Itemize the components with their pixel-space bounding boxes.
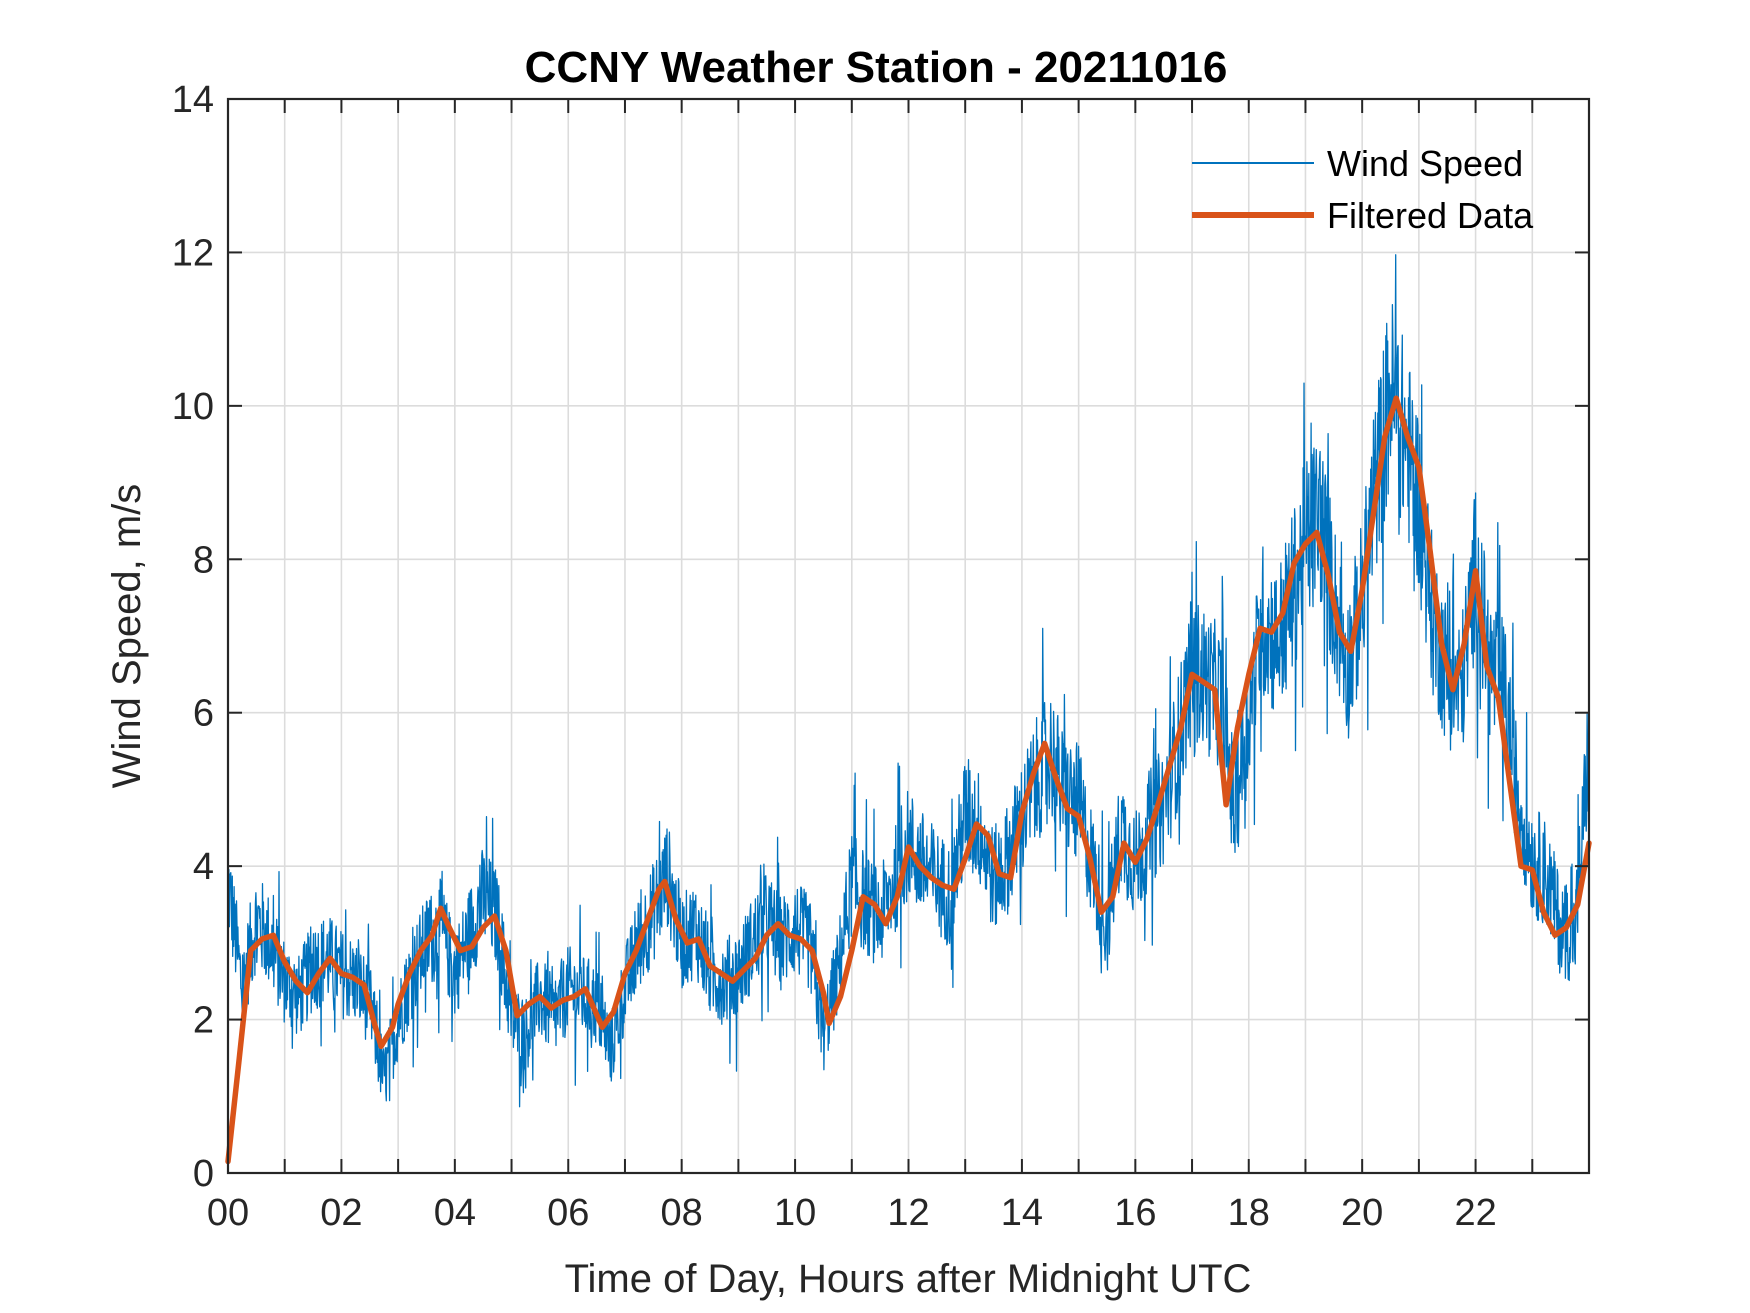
y-tick-label: 8 — [193, 539, 214, 581]
x-tick-label: 12 — [887, 1192, 929, 1234]
y-tick-label: 0 — [193, 1153, 214, 1195]
x-tick-labels: 00 02 04 06 08 10 12 14 16 18 20 22 — [207, 1192, 1497, 1234]
x-tick-label: 00 — [207, 1192, 249, 1234]
axis-ticks — [227, 98, 1590, 1174]
y-tick-label: 12 — [172, 232, 214, 274]
y-tick-label: 14 — [172, 79, 214, 121]
x-tick-label: 22 — [1454, 1192, 1496, 1234]
y-tick-label: 2 — [193, 1000, 214, 1042]
chart-title: CCNY Weather Station - 20211016 — [525, 43, 1228, 92]
series-layer — [225, 254, 1592, 1165]
x-tick-label: 20 — [1341, 1192, 1383, 1234]
x-tick-label: 04 — [434, 1192, 476, 1234]
x-axis-label: Time of Day, Hours after Midnight UTC — [565, 1257, 1252, 1301]
grid-lines — [228, 99, 1589, 1173]
y-tick-label: 10 — [172, 386, 214, 428]
x-tick-label: 16 — [1114, 1192, 1156, 1234]
x-tick-label: 14 — [1001, 1192, 1043, 1234]
legend-label-wind-speed: Wind Speed — [1327, 143, 1523, 184]
x-tick-label: 02 — [320, 1192, 362, 1234]
x-tick-label: 10 — [774, 1192, 816, 1234]
legend-label-filtered-data: Filtered Data — [1327, 195, 1534, 236]
y-tick-labels: 0 2 4 6 8 10 12 14 — [172, 79, 214, 1195]
series-wind-speed — [227, 254, 1590, 1108]
y-axis-label: Wind Speed, m/s — [105, 484, 149, 789]
x-tick-label: 08 — [661, 1192, 703, 1234]
x-tick-label: 18 — [1228, 1192, 1270, 1234]
y-tick-label: 4 — [193, 846, 214, 888]
y-tick-label: 6 — [193, 693, 214, 735]
series-filtered-data — [225, 395, 1592, 1165]
legend[interactable]: Wind Speed Filtered Data — [1192, 143, 1534, 236]
x-tick-label: 06 — [547, 1192, 589, 1234]
